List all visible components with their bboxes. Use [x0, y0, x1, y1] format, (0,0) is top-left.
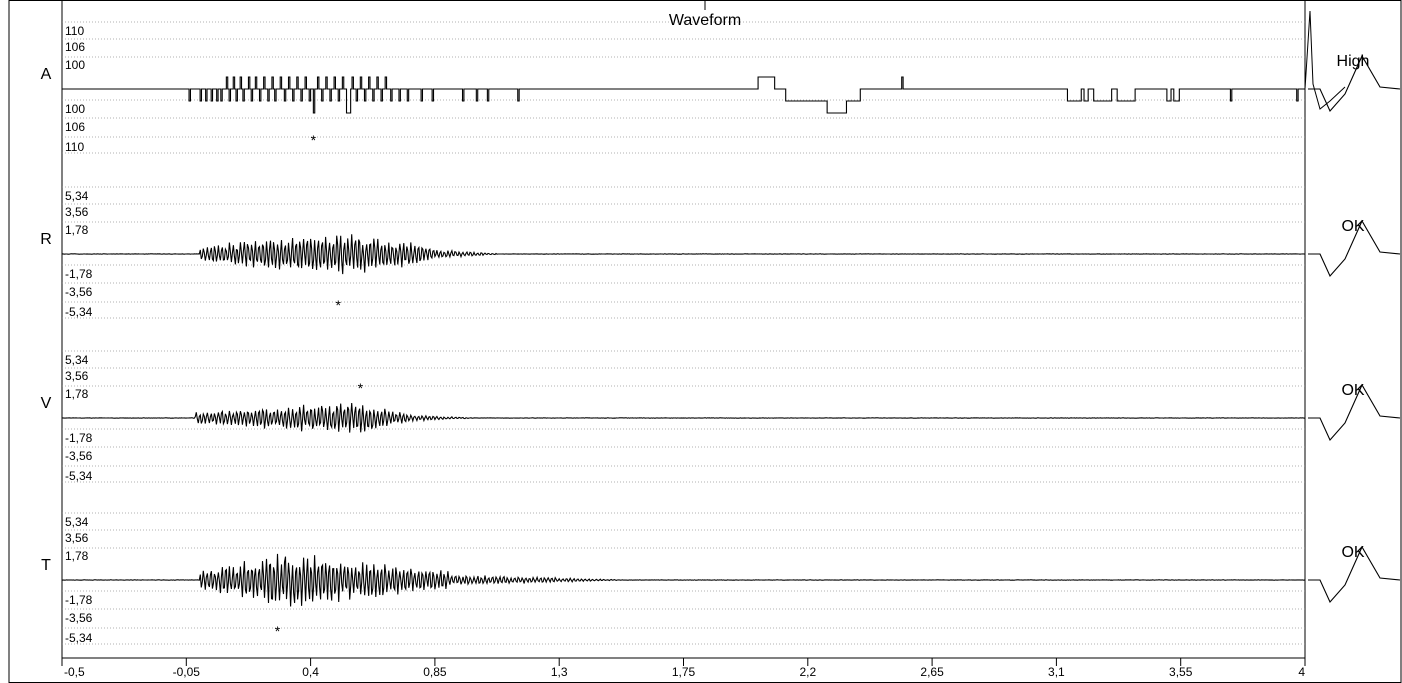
- status-glyph-v: [1308, 383, 1401, 442]
- y-tick-label: 100: [65, 102, 85, 116]
- y-tick-label: 5,34: [65, 515, 89, 529]
- x-tick-label: 1,3: [551, 665, 568, 679]
- status-label-t: OK: [1341, 544, 1364, 561]
- channel-label-r: R: [40, 231, 52, 248]
- status-spike-a: [1304, 10, 1346, 110]
- trace-t: [61, 553, 1306, 607]
- channel-label-v: V: [41, 395, 52, 412]
- x-tick-label: 2,2: [799, 665, 816, 679]
- status-label-v: OK: [1341, 382, 1364, 399]
- grid-lines: [62, 21, 1305, 645]
- trace-r: [61, 234, 1306, 275]
- y-tick-label: 5,34: [65, 189, 89, 203]
- status-glyph-r: [1308, 219, 1401, 278]
- x-tick-label: 3,55: [1169, 665, 1193, 679]
- x-tick-label: 1,75: [672, 665, 696, 679]
- y-tick-label: -1,78: [65, 431, 93, 445]
- y-tick-label: 3,56: [65, 531, 89, 545]
- x-tick-label: -0,05: [173, 665, 201, 679]
- y-tick-label: 106: [65, 120, 85, 134]
- channel-label-t: T: [41, 557, 51, 574]
- status-label-r: OK: [1341, 218, 1364, 235]
- y-tick-label: -3,56: [65, 285, 93, 299]
- y-tick-label: 1,78: [65, 549, 89, 563]
- y-tick-label: 110: [65, 140, 84, 154]
- channel-traces: * * * *: [61, 76, 1306, 639]
- peak-marker-r: *: [335, 297, 341, 313]
- status-label-a: High: [1337, 53, 1370, 70]
- x-tick-label: 0,85: [423, 665, 447, 679]
- y-tick-label: 1,78: [65, 223, 89, 237]
- y-tick-label: -1,78: [65, 593, 93, 607]
- x-tick-label: 2,65: [920, 665, 944, 679]
- y-tick-label: 5,34: [65, 353, 89, 367]
- y-tick-label: 100: [65, 58, 85, 72]
- channel-label-a: A: [41, 66, 52, 83]
- peak-marker-v: *: [358, 380, 364, 396]
- y-tick-label: 1,78: [65, 387, 89, 401]
- trace-v: [61, 403, 1306, 433]
- y-tick-label: 106: [65, 40, 85, 54]
- y-tick-label: 110: [65, 24, 84, 38]
- y-tick-label: -1,78: [65, 267, 93, 281]
- y-tick-label: 3,56: [65, 369, 89, 383]
- x-tick-label: 4: [1298, 665, 1305, 679]
- peak-marker-a: *: [311, 132, 317, 148]
- x-tick-label: -0,5: [64, 665, 85, 679]
- status-glyph-a: [1308, 54, 1401, 113]
- status-panel: High OK OK OK: [1304, 10, 1401, 604]
- y-tick-label: -3,56: [65, 611, 93, 625]
- y-tick-label: 3,56: [65, 205, 89, 219]
- y-tick-label: -3,56: [65, 449, 93, 463]
- x-tick-label: 3,1: [1048, 665, 1065, 679]
- chart-title: Waveform: [669, 12, 741, 29]
- status-glyph-t: [1308, 545, 1401, 604]
- axis-labels: -0,5 -0,05 0,4 0,85 1,3 1,75 2,2 2,65 3,1 3,55 4A1…: [40, 24, 1306, 679]
- y-tick-label: -5,34: [65, 631, 93, 645]
- trace-a: [62, 76, 1305, 114]
- x-tick-label: 0,4: [302, 665, 319, 679]
- y-tick-label: -5,34: [65, 469, 93, 483]
- y-tick-label: -5,34: [65, 305, 93, 319]
- peak-marker-t: *: [275, 623, 281, 639]
